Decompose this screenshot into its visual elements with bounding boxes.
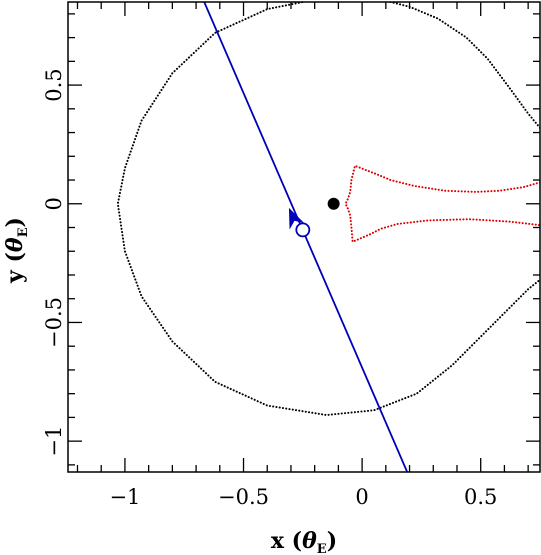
y-axis-unit-close: ): [2, 217, 28, 227]
x-tick-label: −1: [109, 485, 140, 509]
caustic-line: [344, 164, 540, 244]
y-tick-label: 0.5: [42, 68, 66, 101]
source-marker: [295, 222, 311, 238]
x-axis-label: x (θE): [271, 528, 337, 555]
lens-marker: [327, 197, 340, 210]
direction-arrow: [288, 207, 305, 230]
x-axis-unit-symbol: θ: [302, 528, 317, 554]
x-axis-unit-sub: E: [317, 542, 327, 555]
y-tick-label: 0: [42, 197, 66, 210]
y-axis-unit-symbol: θ: [2, 237, 28, 252]
series-layer: [116, 2, 540, 472]
y-tick-label: −1: [42, 426, 66, 457]
critical-curve-line: [116, 2, 540, 417]
y-axis-unit-open: (: [2, 252, 28, 262]
plot-frame: [67, 1, 541, 473]
y-axis-label: y (θE): [2, 217, 31, 284]
tick-label-layer: −1 −0.5 0 0.5 −1 −0.5 0 0.5: [42, 68, 497, 509]
y-tick-label: −0.5: [42, 297, 66, 348]
x-axis-unit-close: ): [327, 528, 337, 554]
x-axis-unit-open: (: [292, 528, 302, 554]
x-tick-label: 0: [355, 485, 368, 509]
y-axis-var: y: [2, 269, 28, 284]
x-tick-label: −0.5: [218, 485, 269, 509]
x-tick-label: 0.5: [464, 485, 497, 509]
marker-layer: [288, 197, 340, 238]
tick-layer: [68, 2, 540, 472]
y-axis-unit-sub: E: [16, 227, 31, 237]
x-axis-var: x: [271, 528, 285, 554]
